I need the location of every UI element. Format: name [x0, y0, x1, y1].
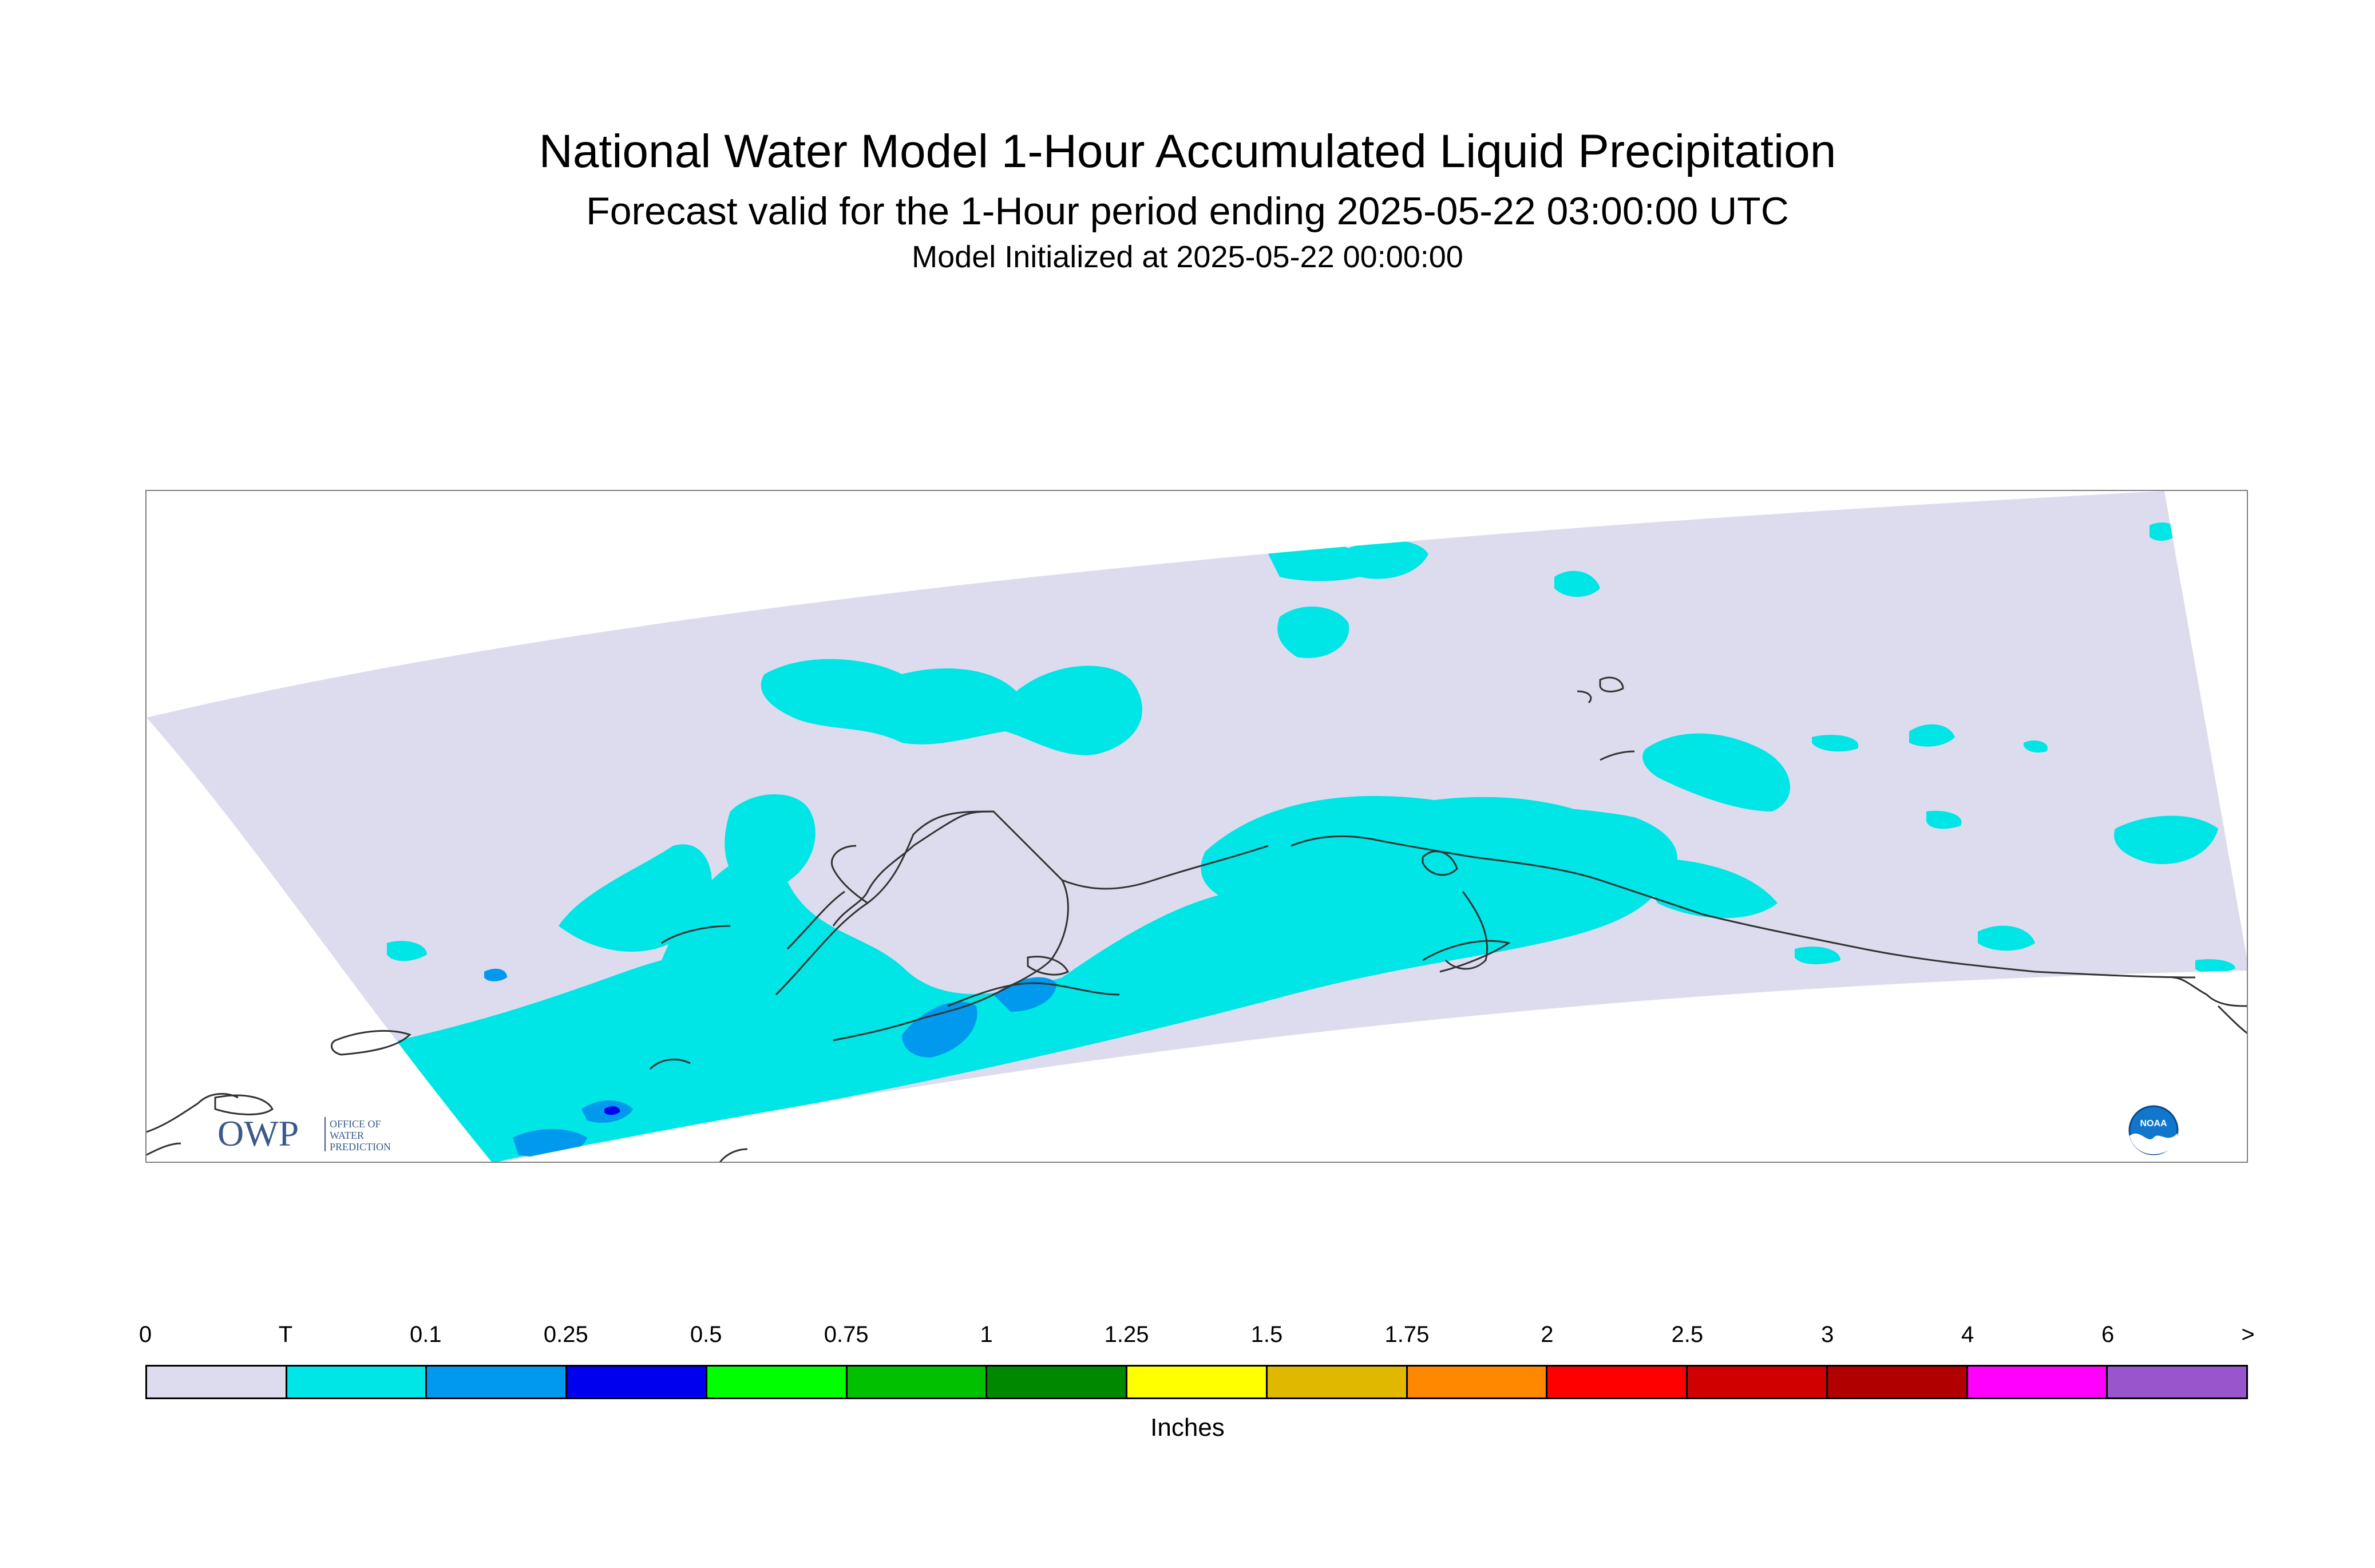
coastline	[147, 676, 2247, 1162]
colorbar-segment	[427, 1367, 568, 1397]
map-subtitle-init-time: Model Initialized at 2025-05-22 00:00:00	[912, 240, 1463, 274]
colorbar-segment	[707, 1367, 848, 1397]
precipitation-map	[147, 491, 2247, 1162]
colorbar-segment	[147, 1367, 287, 1397]
colorbar-tick-label: 1.25	[1104, 1322, 1149, 1347]
colorbar-segment	[1127, 1367, 1268, 1397]
colorbar-tick-label: >	[2241, 1322, 2255, 1347]
colorbar-segment	[1267, 1367, 1408, 1397]
map-title: National Water Model 1-Hour Accumulated …	[539, 125, 1836, 177]
colorbar-tick-label: 0	[138, 1322, 152, 1347]
colorbar-tick-label: 0.5	[690, 1322, 722, 1347]
colorbar-tick-label: T	[278, 1322, 293, 1347]
colorbar-tick-label: 0.1	[410, 1322, 442, 1347]
owp-logo: OWP OFFICE OF WATER PREDICTION	[217, 1110, 435, 1156]
colorbar-tick-label: 6	[2101, 1322, 2115, 1347]
colorbar-tick-label: 2.5	[1671, 1322, 1704, 1347]
colorbar-segment	[987, 1367, 1128, 1397]
colorbar-labels: 0 T 0.1 0.25 0.5 0.75 1 1.25 1.5 1.75 2 2.5 3 4 6 >	[139, 1322, 2255, 1351]
colorbar-segment	[1688, 1367, 1828, 1397]
precip-trace-areas	[387, 522, 2235, 1162]
colorbar-units-label: Inches	[1150, 1413, 1225, 1442]
colorbar-tick-label: 1	[980, 1322, 993, 1347]
colorbar-segment	[567, 1367, 707, 1397]
precip-colorbar	[145, 1365, 2248, 1399]
noaa-logo-text: NOAA	[2140, 1119, 2167, 1129]
colorbar-tick-label: 0.25	[543, 1322, 588, 1347]
colorbar-segment	[1827, 1367, 1968, 1397]
map-subtitle-valid-time: Forecast valid for the 1-Hour period end…	[586, 189, 1789, 233]
colorbar-tick-label: 0.75	[824, 1322, 869, 1347]
colorbar-tick-label: 2	[1541, 1322, 1554, 1347]
map-frame	[145, 490, 2248, 1163]
owp-logo-text: OWP	[217, 1113, 299, 1154]
colorbar-segment	[1547, 1367, 1688, 1397]
colorbar-tick-label: 4	[1961, 1322, 1974, 1347]
colorbar-segment	[847, 1367, 988, 1397]
owp-logo-line2: WATER	[330, 1130, 364, 1141]
colorbar-segment	[2108, 1367, 2247, 1397]
colorbar-segment	[1407, 1367, 1548, 1397]
colorbar-tick-label: 1.5	[1250, 1322, 1283, 1347]
owp-logo-line1: OFFICE OF	[330, 1118, 381, 1130]
colorbar-segment	[287, 1367, 428, 1397]
colorbar-tick-label: 3	[1821, 1322, 1834, 1347]
noaa-logo: NOAA	[2128, 1104, 2179, 1156]
colorbar-segment	[1968, 1367, 2108, 1397]
owp-logo-line3: PREDICTION	[330, 1141, 391, 1153]
colorbar-tick-label: 1.75	[1384, 1322, 1430, 1347]
